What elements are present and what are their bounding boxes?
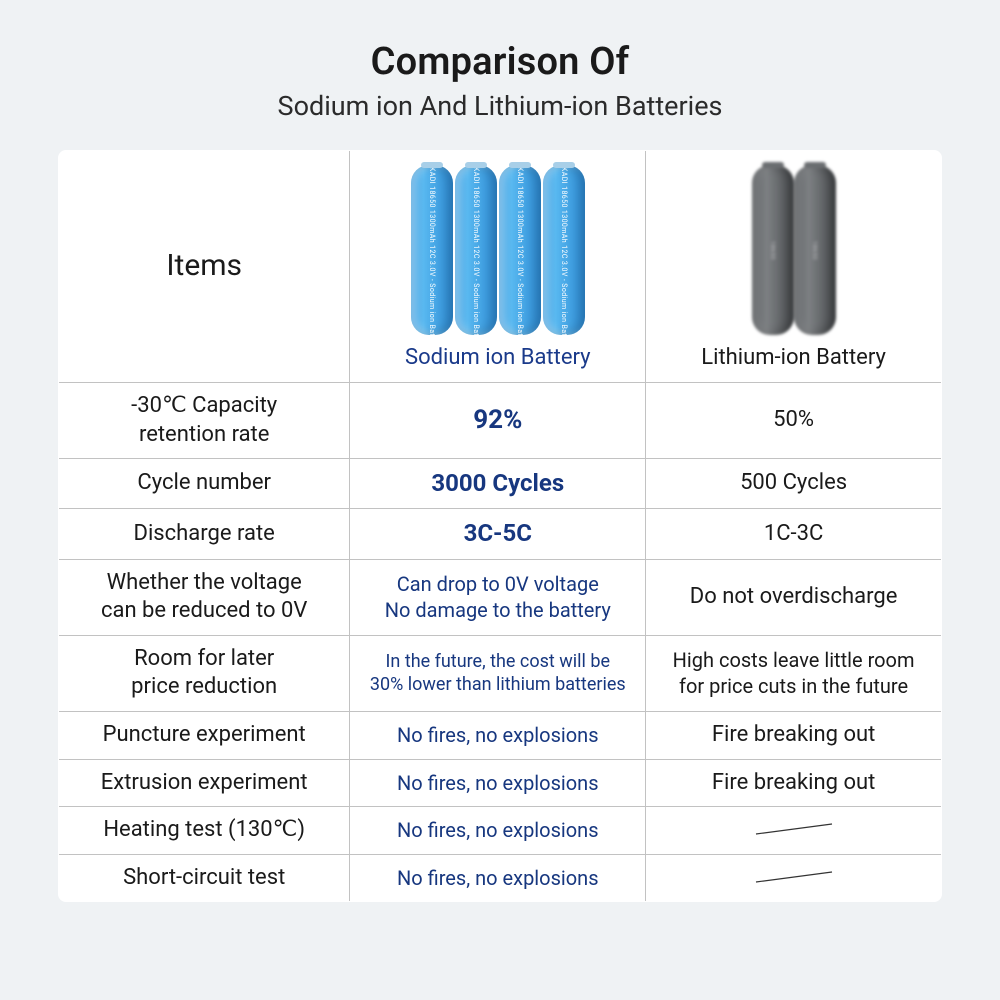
battery-icon: 18650 [752, 165, 794, 335]
sodium-caption: Sodium ion Battery [358, 345, 637, 370]
sodium-battery-image: + HAKADI 18650 1300mAh 12C 3.0V - Sodium… [358, 165, 637, 335]
item-cell: Puncture experiment [59, 711, 350, 759]
sodium-cell: In the future, the cost will be30% lower… [350, 635, 646, 711]
header-sodium: + HAKADI 18650 1300mAh 12C 3.0V - Sodium… [350, 151, 646, 383]
table-row: Heating test (130℃)No fires, no explosio… [59, 807, 942, 855]
table-row: Short-circuit testNo fires, no explosion… [59, 854, 942, 902]
sodium-cell: No fires, no explosions [350, 759, 646, 807]
table-row: -30℃ Capacityretention rate92%50% [59, 383, 942, 459]
sodium-cell: 3000 Cycles [350, 459, 646, 509]
comparison-table: Items + HAKADI 18650 1300mAh 12C 3.0V - … [58, 150, 942, 902]
lithium-cell-na [646, 854, 942, 902]
lithium-battery-image: 18650 18650 [654, 165, 933, 335]
sodium-cell: 92% [350, 383, 646, 459]
item-cell: Room for laterprice reduction [59, 635, 350, 711]
item-cell: Heating test (130℃) [59, 807, 350, 855]
battery-icon: 18650 [794, 165, 836, 335]
item-cell: Discharge rate [59, 509, 350, 559]
sodium-cell: Can drop to 0V voltageNo damage to the b… [350, 559, 646, 635]
title-sub: Sodium ion And Lithium-ion Batteries [58, 90, 942, 122]
sodium-cell: 3C-5C [350, 509, 646, 559]
table-body: -30℃ Capacityretention rate92%50%Cycle n… [59, 383, 942, 902]
lithium-cell: Do not overdischarge [646, 559, 942, 635]
battery-icon: + HAKADI 18650 1300mAh 12C 3.0V - Sodium… [411, 165, 453, 335]
lithium-cell-na [646, 807, 942, 855]
lithium-cell: Fire breaking out [646, 759, 942, 807]
sodium-cell: No fires, no explosions [350, 807, 646, 855]
table-row: Whether the voltagecan be reduced to 0VC… [59, 559, 942, 635]
battery-icon: + HAKADI 18650 1300mAh 12C 3.0V - Sodium… [543, 165, 585, 335]
item-cell: Extrusion experiment [59, 759, 350, 807]
table-header-row: Items + HAKADI 18650 1300mAh 12C 3.0V - … [59, 151, 942, 383]
item-cell: Whether the voltagecan be reduced to 0V [59, 559, 350, 635]
table-row: Puncture experimentNo fires, no explosio… [59, 711, 942, 759]
sodium-cell: No fires, no explosions [350, 711, 646, 759]
table-row: Cycle number3000 Cycles500 Cycles [59, 459, 942, 509]
lithium-cell: High costs leave little roomfor price cu… [646, 635, 942, 711]
battery-icon: + HAKADI 18650 1300mAh 12C 3.0V - Sodium… [499, 165, 541, 335]
item-cell: Cycle number [59, 459, 350, 509]
lithium-cell: Fire breaking out [646, 711, 942, 759]
battery-icon: + HAKADI 18650 1300mAh 12C 3.0V - Sodium… [455, 165, 497, 335]
item-cell: -30℃ Capacityretention rate [59, 383, 350, 459]
sodium-cell: No fires, no explosions [350, 854, 646, 902]
header-items: Items [59, 151, 350, 383]
lithium-caption: Lithium-ion Battery [654, 345, 933, 370]
lithium-cell: 500 Cycles [646, 459, 942, 509]
table-row: Discharge rate3C-5C1C-3C [59, 509, 942, 559]
lithium-cell: 50% [646, 383, 942, 459]
table-row: Extrusion experimentNo fires, no explosi… [59, 759, 942, 807]
item-cell: Short-circuit test [59, 854, 350, 902]
header-lithium: 18650 18650 Lithium-ion Battery [646, 151, 942, 383]
table-row: Room for laterprice reductionIn the futu… [59, 635, 942, 711]
lithium-cell: 1C-3C [646, 509, 942, 559]
title-main: Comparison Of [58, 40, 942, 84]
